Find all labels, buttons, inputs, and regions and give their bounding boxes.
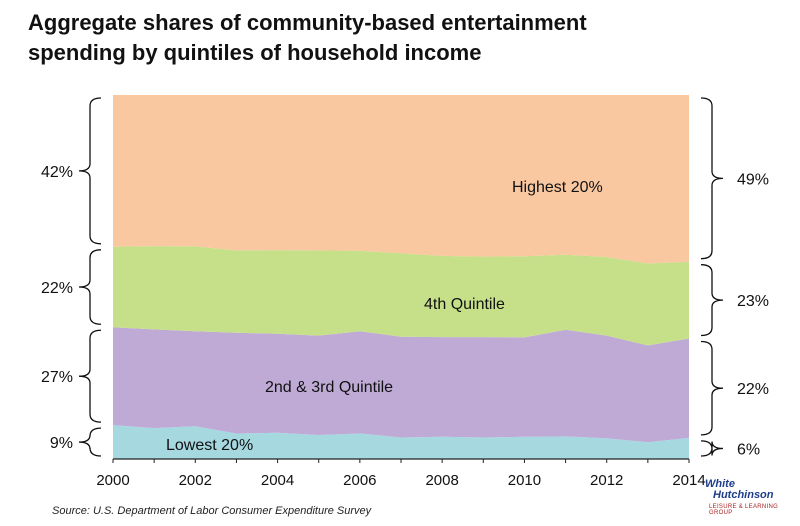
series-label: Lowest 20% bbox=[166, 437, 253, 454]
left-share-label: 9% bbox=[50, 435, 73, 452]
logo-line-2: Hutchinson bbox=[713, 489, 774, 501]
right-brace bbox=[700, 340, 724, 436]
left-brace bbox=[78, 97, 102, 245]
right-share-label: 22% bbox=[737, 381, 769, 398]
left-brace bbox=[78, 427, 102, 457]
area-layer bbox=[113, 95, 689, 459]
x-tick-label: 2014 bbox=[672, 472, 705, 489]
logo-line-1: White bbox=[705, 478, 735, 490]
x-tick-label: 2000 bbox=[96, 472, 129, 489]
logo-line-3: LEISURE & LEARNING GROUP bbox=[709, 504, 779, 516]
right-share-label: 6% bbox=[737, 441, 760, 458]
area-series-3 bbox=[113, 95, 689, 264]
x-tick-label: 2004 bbox=[261, 472, 294, 489]
right-share-label: 23% bbox=[737, 293, 769, 310]
series-label: Highest 20% bbox=[512, 179, 603, 196]
left-brace bbox=[78, 329, 102, 423]
x-tick-label: 2006 bbox=[343, 472, 376, 489]
area-series-2 bbox=[113, 246, 689, 346]
x-tick-label: 2008 bbox=[425, 472, 458, 489]
source-note: Source: U.S. Department of Labor Consume… bbox=[52, 505, 372, 517]
x-tick-label: 2012 bbox=[590, 472, 623, 489]
left-brace bbox=[78, 249, 102, 325]
area-series-0 bbox=[113, 425, 689, 459]
left-share-label: 27% bbox=[41, 369, 73, 386]
right-brace bbox=[700, 264, 724, 337]
left-share-label: 42% bbox=[41, 164, 73, 181]
x-axis: 2000 2002 2004 2006 2008 2010 2012 2014 bbox=[96, 458, 706, 489]
right-brace bbox=[700, 97, 724, 260]
area-series-1 bbox=[113, 327, 689, 443]
share-braces: 9% 27% 22% 42% 6% 22% 23% 49% bbox=[41, 97, 769, 458]
x-tick-label: 2010 bbox=[508, 472, 541, 489]
right-share-label: 49% bbox=[737, 171, 769, 188]
left-share-label: 22% bbox=[41, 280, 73, 297]
series-labels: Lowest 20% 2nd & 3rd Quintile 4th Quintile… bbox=[166, 179, 603, 454]
series-label: 4th Quintile bbox=[424, 296, 505, 313]
right-brace bbox=[700, 440, 724, 457]
x-tick-label: 2002 bbox=[179, 472, 212, 489]
white-hutchinson-logo: White Hutchinson LEISURE & LEARNING GROU… bbox=[703, 478, 795, 522]
chart-title: Aggregate shares of community-based ente… bbox=[28, 10, 587, 65]
series-label: 2nd & 3rd Quintile bbox=[265, 379, 393, 396]
